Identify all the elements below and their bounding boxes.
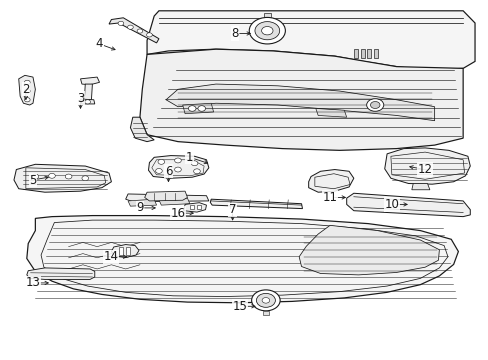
Polygon shape — [197, 205, 201, 209]
Polygon shape — [315, 108, 346, 117]
Polygon shape — [183, 203, 206, 212]
Text: 15: 15 — [232, 300, 246, 313]
Polygon shape — [166, 84, 434, 121]
Circle shape — [24, 98, 30, 102]
Polygon shape — [346, 193, 469, 217]
Circle shape — [254, 22, 279, 40]
Polygon shape — [263, 13, 270, 17]
Circle shape — [158, 159, 164, 164]
Polygon shape — [366, 49, 370, 58]
Polygon shape — [81, 99, 95, 104]
Text: 11: 11 — [322, 191, 337, 204]
Circle shape — [191, 161, 198, 166]
Polygon shape — [189, 205, 193, 209]
Circle shape — [249, 17, 285, 44]
Circle shape — [366, 99, 383, 111]
Text: 4: 4 — [96, 37, 103, 50]
Polygon shape — [118, 247, 123, 255]
Polygon shape — [84, 84, 92, 102]
Polygon shape — [19, 75, 35, 105]
Text: 1: 1 — [186, 151, 193, 164]
Polygon shape — [140, 49, 462, 150]
Polygon shape — [27, 216, 457, 303]
Polygon shape — [128, 199, 156, 206]
Polygon shape — [147, 11, 474, 70]
Polygon shape — [14, 164, 111, 192]
Text: 8: 8 — [231, 27, 238, 40]
Polygon shape — [299, 225, 439, 275]
Circle shape — [118, 21, 123, 26]
Polygon shape — [210, 199, 302, 208]
Polygon shape — [263, 311, 268, 315]
Circle shape — [127, 25, 133, 29]
Circle shape — [174, 158, 181, 163]
Circle shape — [188, 106, 196, 111]
Text: 9: 9 — [136, 201, 143, 215]
Circle shape — [49, 174, 55, 178]
Circle shape — [24, 89, 30, 93]
Polygon shape — [308, 170, 353, 192]
Circle shape — [82, 176, 88, 181]
Circle shape — [370, 102, 379, 108]
Polygon shape — [384, 148, 469, 184]
Circle shape — [155, 168, 162, 174]
Polygon shape — [130, 117, 154, 141]
Polygon shape — [109, 18, 159, 43]
Circle shape — [146, 33, 152, 37]
Polygon shape — [148, 156, 208, 178]
Text: 13: 13 — [25, 276, 41, 289]
Circle shape — [198, 106, 205, 111]
Polygon shape — [125, 194, 208, 202]
Circle shape — [193, 169, 200, 174]
Polygon shape — [144, 191, 187, 201]
Circle shape — [84, 100, 90, 104]
Polygon shape — [125, 247, 130, 255]
Circle shape — [261, 27, 272, 35]
Polygon shape — [373, 49, 377, 58]
Polygon shape — [360, 49, 364, 58]
Circle shape — [32, 174, 39, 179]
Text: 3: 3 — [77, 91, 84, 104]
Polygon shape — [411, 184, 429, 190]
Text: 16: 16 — [170, 207, 185, 220]
Circle shape — [24, 80, 30, 84]
Text: 7: 7 — [228, 203, 236, 216]
Text: 12: 12 — [417, 163, 432, 176]
Polygon shape — [81, 77, 100, 85]
Text: 14: 14 — [103, 250, 119, 263]
Circle shape — [137, 29, 142, 33]
Circle shape — [251, 290, 280, 311]
Circle shape — [262, 298, 269, 303]
Circle shape — [256, 293, 275, 307]
Polygon shape — [183, 103, 213, 114]
Polygon shape — [353, 49, 357, 58]
Text: 10: 10 — [384, 198, 399, 211]
Text: 6: 6 — [164, 165, 172, 178]
Circle shape — [174, 167, 181, 172]
Polygon shape — [27, 268, 95, 279]
Polygon shape — [159, 198, 189, 205]
Circle shape — [65, 174, 72, 179]
Text: 5: 5 — [29, 174, 37, 186]
Text: 2: 2 — [22, 83, 30, 96]
Polygon shape — [111, 244, 139, 257]
